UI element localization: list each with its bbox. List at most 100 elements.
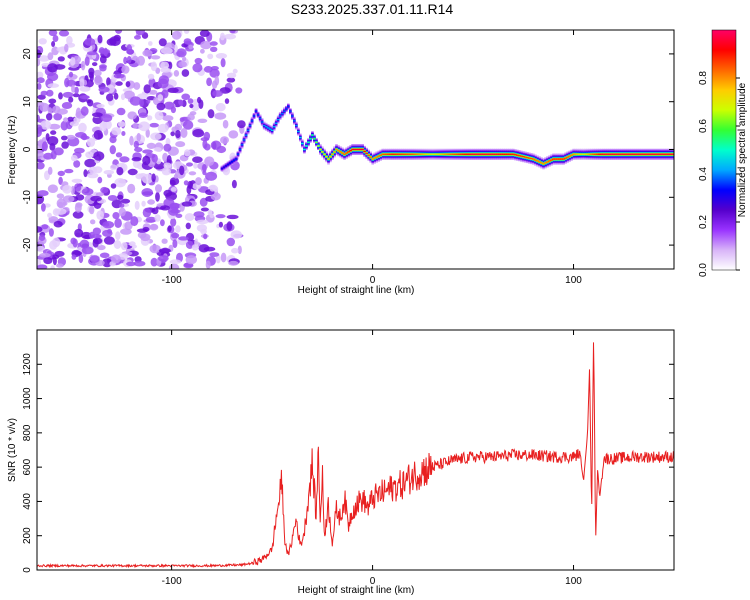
noise-blob bbox=[231, 179, 237, 189]
noise-blob bbox=[214, 112, 227, 120]
ridge-cell bbox=[634, 153, 638, 155]
noise-blob bbox=[161, 168, 171, 176]
noise-blob bbox=[73, 160, 81, 168]
noise-blob bbox=[163, 189, 173, 197]
noise-blob bbox=[194, 57, 203, 65]
noise-blob bbox=[110, 183, 117, 189]
ridge-cell bbox=[425, 153, 429, 155]
ridge-cell bbox=[672, 153, 674, 155]
noise-blob bbox=[74, 147, 85, 154]
noise-blob bbox=[114, 218, 122, 229]
noise-blob bbox=[37, 190, 49, 197]
ridge-cell bbox=[546, 161, 549, 163]
noise-blob bbox=[126, 49, 135, 55]
ridge-cell bbox=[540, 162, 543, 164]
noise-blob bbox=[135, 173, 144, 180]
noise-blob bbox=[150, 257, 158, 267]
noise-blob bbox=[99, 252, 110, 259]
ridge-cell bbox=[220, 168, 224, 170]
ridge-cell bbox=[626, 153, 630, 155]
ridge-cell bbox=[536, 160, 539, 162]
noise-blob bbox=[178, 61, 188, 68]
ridge-cell bbox=[250, 120, 254, 122]
noise-blob bbox=[171, 30, 182, 40]
noise-blob bbox=[120, 228, 132, 235]
noise-blob bbox=[121, 242, 128, 251]
noise-blob bbox=[206, 77, 213, 87]
ridge-cell bbox=[287, 105, 290, 108]
noise-blob bbox=[167, 225, 172, 233]
noise-blob bbox=[182, 120, 194, 130]
ridge-cell bbox=[658, 153, 662, 155]
noise-blob bbox=[138, 112, 148, 118]
ridge-cell bbox=[387, 153, 391, 155]
noise-blob bbox=[226, 77, 236, 83]
ridge-cell bbox=[341, 152, 344, 154]
noise-blob bbox=[86, 137, 96, 147]
noise-blob bbox=[224, 33, 237, 40]
ridge-cell bbox=[307, 141, 310, 143]
ridge-cell bbox=[435, 153, 439, 155]
ridge-cell bbox=[369, 156, 372, 158]
noise-blob bbox=[115, 231, 121, 241]
figure-title: S233.2025.337.01.11.R14 bbox=[291, 1, 454, 17]
noise-blob bbox=[68, 71, 74, 78]
ridge-cell bbox=[514, 154, 517, 156]
noise-blob bbox=[56, 263, 64, 268]
noise-blob bbox=[214, 75, 220, 86]
noise-blob bbox=[79, 86, 91, 92]
noise-blob bbox=[134, 200, 140, 210]
noise-blob bbox=[140, 233, 151, 242]
noise-blob bbox=[203, 66, 213, 73]
noise-blob bbox=[145, 216, 157, 223]
ridge-cell bbox=[455, 153, 459, 155]
noise-blob bbox=[48, 98, 57, 104]
noise-blob bbox=[45, 133, 50, 142]
ridge-cell bbox=[534, 159, 537, 161]
spectrogram-y-tick-label: 10 bbox=[22, 96, 33, 108]
ridge-cell bbox=[417, 153, 421, 155]
noise-blob bbox=[37, 55, 50, 62]
noise-blob bbox=[61, 141, 69, 149]
noise-blob bbox=[135, 30, 145, 36]
colorbar: 0.0 0.2 0.4 0.6 0.8 Normalized spectral ampl… bbox=[698, 29, 748, 277]
noise-blob bbox=[237, 245, 242, 255]
noise-blob bbox=[112, 212, 120, 220]
noise-blob bbox=[97, 34, 103, 44]
noise-blob bbox=[93, 237, 103, 245]
noise-blob bbox=[202, 164, 207, 172]
snr-y-tick-label: 1000 bbox=[22, 387, 33, 410]
noise-blob bbox=[202, 170, 207, 176]
ridge-cell bbox=[377, 155, 380, 157]
noise-blob bbox=[37, 124, 43, 134]
noise-blob bbox=[184, 149, 191, 157]
noise-blob bbox=[158, 248, 171, 254]
noise-blob bbox=[235, 87, 243, 94]
noise-blob bbox=[133, 260, 146, 267]
ridge-cell bbox=[260, 121, 264, 123]
noise-blob bbox=[89, 255, 100, 263]
noise-blob bbox=[126, 56, 132, 64]
ridge-cell bbox=[319, 148, 322, 151]
ridge-cell bbox=[254, 110, 258, 112]
ridge-cell bbox=[331, 153, 334, 155]
noise-blob bbox=[203, 131, 211, 141]
noise-blob bbox=[123, 56, 128, 65]
spectrogram-y-tick-label: 0 bbox=[22, 146, 33, 152]
ridge-cell bbox=[327, 158, 330, 160]
noise-blob bbox=[37, 83, 42, 90]
noise-blob bbox=[68, 96, 74, 103]
noise-blob bbox=[170, 187, 177, 192]
ridge-cell bbox=[303, 148, 306, 151]
noise-blob bbox=[57, 108, 68, 115]
ridge-cell bbox=[281, 113, 284, 115]
ridge-cell bbox=[574, 153, 577, 155]
noise-blob bbox=[157, 94, 164, 102]
snr-x-tick-label: 100 bbox=[565, 576, 582, 587]
ridge-cell bbox=[489, 153, 493, 155]
noise-blob bbox=[40, 90, 48, 96]
noise-blob bbox=[205, 171, 218, 181]
ridge-cell bbox=[421, 153, 425, 155]
noise-blob bbox=[142, 149, 153, 154]
